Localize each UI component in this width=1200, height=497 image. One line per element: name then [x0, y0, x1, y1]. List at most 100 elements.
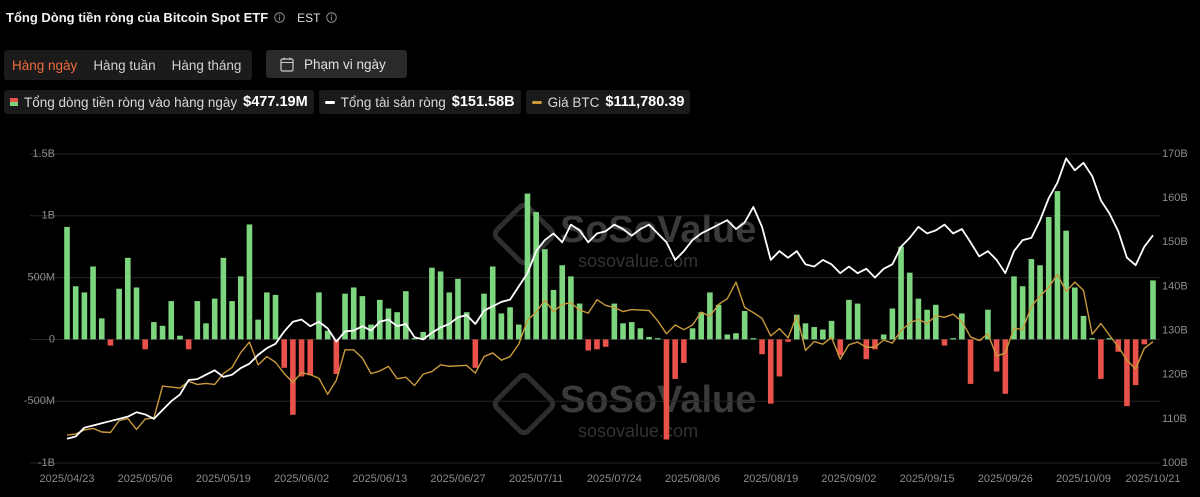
header: Tổng Dòng tiền ròng của Bitcoin Spot ETF… — [6, 10, 338, 25]
bar — [455, 278, 461, 340]
bar — [568, 276, 574, 340]
legend-item[interactable]: Tổng tài sản ròng $151.58B — [318, 90, 521, 114]
bar — [576, 303, 583, 340]
bar — [1089, 338, 1095, 340]
bar — [411, 338, 418, 340]
bar — [750, 338, 757, 340]
bar — [498, 313, 505, 340]
bar — [663, 339, 670, 440]
y-tick-label: -1B — [38, 457, 55, 469]
x-tick-label: 2025/08/19 — [743, 473, 798, 485]
bar — [376, 299, 383, 340]
bar — [203, 323, 209, 340]
bar — [177, 335, 183, 340]
y2-tick-label: 170B — [1162, 148, 1188, 160]
period-tabs: Hàng ngày Hàng tuần Hàng tháng — [4, 50, 252, 80]
legend-label: Tổng dòng tiền ròng vào hàng ngày — [24, 94, 238, 110]
bar — [594, 339, 600, 350]
bar — [654, 338, 661, 340]
bar — [767, 339, 774, 404]
bar — [863, 339, 870, 360]
y2-tick-label: 160B — [1162, 192, 1188, 204]
line — [66, 157, 1154, 440]
watermark-url: sosovalue.com — [578, 251, 698, 271]
bar — [854, 303, 861, 340]
bar — [898, 246, 904, 340]
info-icon[interactable] — [274, 12, 285, 23]
bar — [933, 304, 939, 340]
bar — [646, 336, 652, 340]
y2-tick-label: 100B — [1162, 457, 1188, 469]
period-tab[interactable]: Hàng ngày — [12, 57, 78, 73]
bar — [1132, 339, 1139, 386]
bar — [672, 339, 678, 379]
bar — [290, 339, 296, 415]
info-icon[interactable] — [326, 12, 338, 23]
bar — [1063, 230, 1069, 340]
bar — [941, 339, 948, 346]
period-tab[interactable]: Hàng tuần — [93, 57, 156, 73]
x-tick-label: 2025/09/02 — [821, 473, 876, 485]
bar — [602, 339, 609, 347]
bar — [507, 307, 513, 340]
bar — [802, 323, 809, 340]
bar — [628, 322, 635, 340]
x-tick-label: 2025/06/27 — [430, 473, 485, 485]
bar — [142, 339, 148, 350]
bar — [715, 304, 722, 340]
bar — [637, 328, 644, 340]
x-tick-label: 2025/10/21 — [1125, 473, 1180, 485]
legend-swatch — [531, 100, 542, 104]
bar — [481, 293, 487, 340]
y-tick-label: -500M — [24, 395, 55, 407]
bar — [689, 328, 696, 340]
bar — [959, 313, 965, 340]
bar — [1045, 217, 1052, 340]
x-tick-label: 2025/09/15 — [900, 473, 955, 485]
bar — [342, 293, 348, 340]
bar — [967, 339, 974, 384]
bar — [81, 292, 88, 340]
bar — [211, 298, 218, 340]
watermark-url: sosovalue.com — [578, 421, 698, 441]
bar — [559, 265, 566, 340]
bar — [1002, 339, 1009, 394]
x-tick-label: 2025/04/23 — [39, 473, 94, 485]
watermark-brand: SoSoValue — [560, 379, 756, 421]
bar — [298, 339, 305, 377]
x-tick-label: 2025/08/06 — [665, 473, 720, 485]
bar — [681, 339, 687, 363]
bar — [524, 193, 531, 340]
bar — [1106, 338, 1113, 340]
bar — [837, 339, 844, 356]
bar — [403, 291, 409, 340]
bar — [550, 289, 557, 340]
bar — [420, 331, 427, 340]
x-tick-label: 2025/05/19 — [196, 473, 251, 485]
bar — [220, 257, 227, 340]
bar — [437, 271, 444, 340]
bar — [151, 322, 157, 340]
y-tick-label: 500M — [27, 272, 55, 284]
bar — [724, 334, 731, 340]
date-range-button[interactable]: Phạm vi ngày — [266, 50, 407, 78]
legend-item[interactable]: Tổng dòng tiền ròng vào hàng ngày $477.19… — [4, 90, 314, 114]
bar — [533, 212, 539, 340]
legend-value: $477.19M — [243, 94, 308, 110]
bar — [585, 339, 592, 351]
bar — [820, 329, 826, 340]
bar — [846, 299, 852, 340]
legend-item[interactable]: Giá BTC $111,780.39 — [525, 90, 691, 114]
bar — [316, 292, 322, 340]
bar — [168, 301, 175, 340]
bar — [1150, 280, 1156, 340]
bar — [368, 324, 374, 340]
period-tab[interactable]: Hàng tháng — [171, 57, 242, 73]
bar — [133, 287, 140, 340]
x-tick-label: 2025/06/02 — [274, 473, 329, 485]
watermark-logo — [492, 202, 556, 266]
legend-swatch — [324, 100, 335, 104]
date-range-label: Phạm vi ngày — [304, 56, 386, 72]
